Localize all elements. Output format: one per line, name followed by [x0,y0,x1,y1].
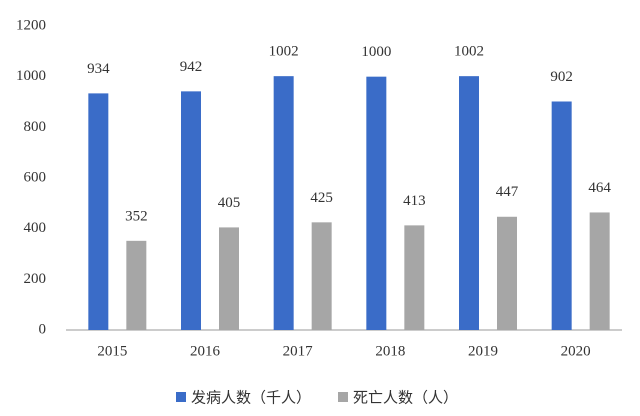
y-tick-label: 600 [24,169,47,185]
x-tick-label: 2018 [375,343,405,359]
bar [497,216,517,330]
data-label: 1002 [269,44,299,60]
bar [366,76,387,331]
bar [551,101,572,330]
data-label: 934 [87,61,110,77]
data-label: 425 [310,190,333,206]
data-label: 1000 [361,44,391,60]
x-tick-label: 2019 [468,343,498,359]
legend-text: 死亡人数（人） [353,389,458,407]
x-tick-label: 2017 [283,343,314,359]
bar [219,227,239,330]
data-label: 413 [403,193,426,209]
bar [589,212,610,330]
bar [273,76,294,330]
x-tick-label: 2016 [190,343,221,359]
legend-text: 发病人数（千人） [191,389,311,407]
data-label: 352 [125,208,148,224]
data-label: 464 [588,180,611,196]
x-tick-label: 2020 [561,343,591,359]
data-label: 942 [180,59,203,75]
data-label: 405 [218,195,241,211]
x-tick-label: 2015 [97,343,127,359]
y-tick-label: 200 [24,271,47,287]
y-tick-label: 400 [24,220,47,236]
y-tick-label: 1200 [16,17,46,33]
bar [181,91,201,330]
legend-swatch [338,392,348,402]
bar [459,76,479,330]
y-tick-label: 0 [39,321,47,337]
bar [88,93,109,331]
data-label: 902 [550,69,573,85]
bar [126,240,147,330]
legend-swatch [176,392,186,402]
y-tick-label: 1000 [16,68,46,84]
y-tick-label: 800 [24,119,47,135]
data-label: 447 [496,184,519,200]
bar [311,222,332,330]
bar [404,225,425,330]
data-label: 1002 [454,44,484,60]
